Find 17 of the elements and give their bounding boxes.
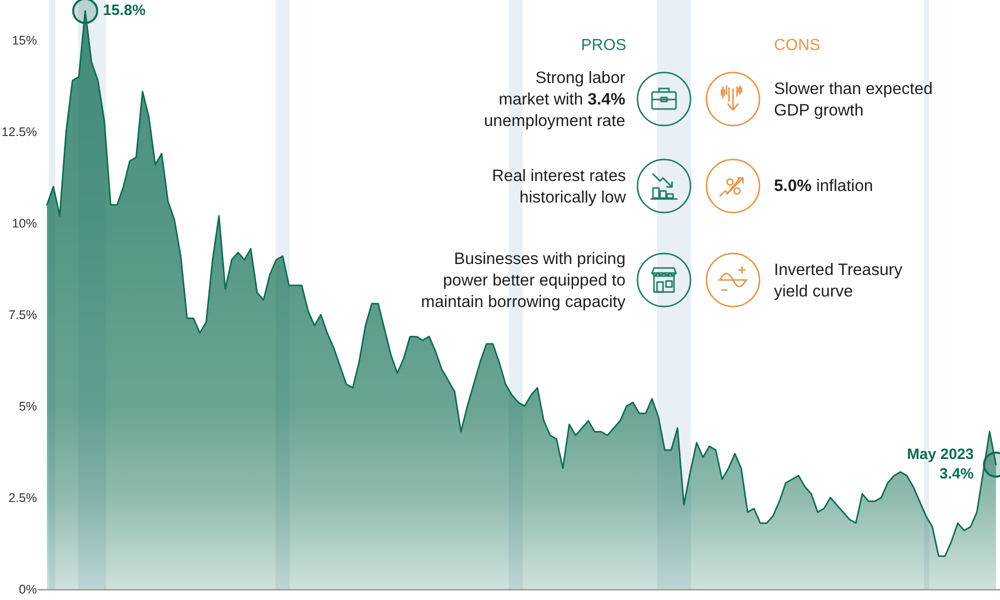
y-tick-label: 12.5% [2,125,37,140]
annotation: PROS [581,37,626,54]
y-tick-label: 5% [18,399,37,414]
y-tick-label: 15% [12,34,37,48]
annotation: Inverted Treasury yield curve [774,261,904,300]
annotation: Slower than expected GDP growth [774,80,933,120]
annotation: Businesses with pricing power better equipped to maintain borrowing capacity [421,250,626,311]
annotation: Strong labor market with 3.4% unemployment rate [484,69,626,130]
annotation: 5.0% inflation [774,177,874,195]
annotation: CONS [774,37,820,54]
data-label: 15.8% [103,2,146,19]
y-tick-label: 10% [12,216,37,231]
data-label: May 2023 3.4% [907,446,974,482]
y-tick-label: 0% [18,582,37,596]
y-tick-label: 2.5% [8,490,37,505]
y-tick-label: 7.5% [8,308,37,322]
annotation: Real interest rates historically low [492,167,626,206]
